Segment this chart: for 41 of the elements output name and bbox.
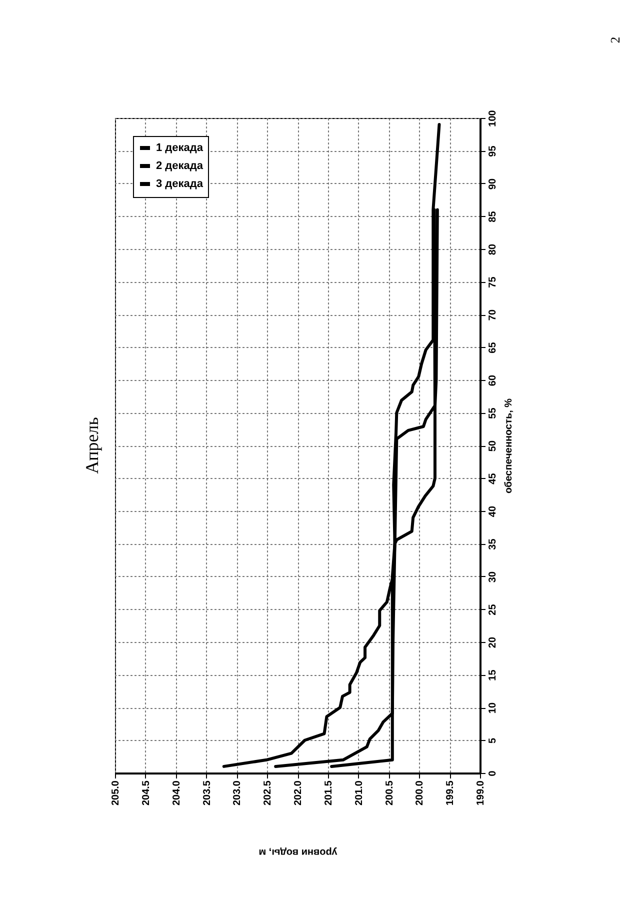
legend-label: 1 декада (156, 142, 204, 154)
y-tick-label: 60 (488, 374, 498, 386)
y-tick-label: 15 (488, 669, 498, 681)
y-tick-label: 10 (488, 702, 498, 714)
y-tick-label: 70 (488, 309, 498, 321)
y-tick-label: 55 (488, 407, 498, 419)
x-tick-label: 199.5 (445, 780, 456, 806)
x-tick-label: 201.5 (323, 780, 334, 806)
y-tick-label: 40 (488, 506, 498, 518)
x-tick-label: 203.5 (202, 780, 213, 806)
x-tick-label: 199.0 (476, 780, 486, 806)
x-tick-label: 204.5 (140, 780, 152, 806)
x-axis-title: уровни воды, м (258, 846, 338, 858)
x-tick-label: 205.0 (110, 780, 122, 806)
y-tick-label: 75 (488, 276, 498, 288)
x-tick-label: 204.0 (171, 780, 182, 806)
text: Апрель (82, 417, 102, 474)
y-tick-label: 95 (488, 145, 498, 157)
y-tick-label: 50 (488, 440, 498, 452)
y-tick-label: 0 (488, 770, 498, 776)
x-tick-label: 202.0 (293, 780, 304, 806)
x-tick-label: 202.5 (262, 780, 274, 806)
text: 2 (607, 36, 624, 44)
y-tick-label: 5 (488, 738, 498, 744)
y-tick-label: 90 (488, 178, 498, 190)
y-tick-label: 25 (488, 604, 498, 616)
x-tick-label: 200.0 (414, 780, 426, 806)
y-tick-label: 30 (488, 571, 498, 583)
y-tick-label: 35 (488, 538, 498, 550)
legend-label: 2 декада (156, 160, 204, 172)
x-tick-label: 201.0 (354, 780, 365, 806)
x-tick-label: 203.0 (232, 780, 244, 806)
y-tick-label: 80 (488, 244, 498, 256)
y-axis-title: обеспеченность, % (504, 398, 514, 494)
y-tick-label: 85 (488, 210, 498, 222)
y-tick-label: 65 (488, 342, 498, 354)
y-tick-label: 100 (488, 110, 498, 127)
x-tick-label: 200.5 (384, 780, 396, 806)
y-tick-label: 20 (488, 636, 498, 648)
y-tick-label: 45 (488, 472, 498, 484)
legend-label: 3 декада (156, 178, 204, 190)
